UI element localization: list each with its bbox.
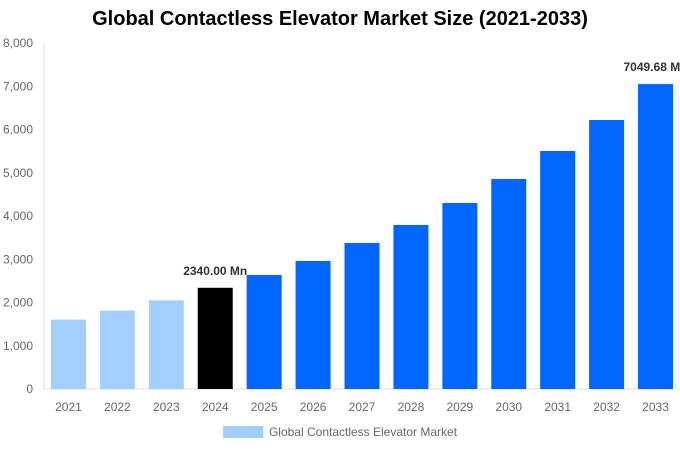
legend-swatch xyxy=(222,426,263,438)
data-label: 2340.00 Mn xyxy=(183,264,247,278)
x-tick-label: 2033 xyxy=(642,400,669,414)
bar-2022 xyxy=(99,310,135,389)
x-tick-label: 2027 xyxy=(349,400,376,414)
y-tick-label: 3,000 xyxy=(3,252,33,266)
bar-2027 xyxy=(344,242,380,389)
y-tick-label: 5,000 xyxy=(3,166,33,180)
y-tick-label: 0 xyxy=(26,382,33,396)
y-tick-label: 8,000 xyxy=(3,36,33,50)
x-tick-label: 2031 xyxy=(544,400,571,414)
legend-label: Global Contactless Elevator Market xyxy=(268,425,458,439)
y-tick-label: 1,000 xyxy=(3,339,33,353)
chart-title: Global Contactless Elevator Market Size … xyxy=(92,8,588,30)
x-tick-label: 2028 xyxy=(398,400,425,414)
bar-2025 xyxy=(246,274,282,389)
bar-2024 xyxy=(197,287,233,389)
x-tick-label: 2032 xyxy=(593,400,620,414)
bar-2021 xyxy=(50,319,86,389)
y-tick-label: 7,000 xyxy=(3,79,33,93)
bar-2032 xyxy=(589,119,625,390)
x-tick-label: 2026 xyxy=(300,400,327,414)
y-tick-label: 6,000 xyxy=(3,123,33,137)
x-tick-label: 2021 xyxy=(55,400,82,414)
x-tick-label: 2022 xyxy=(104,400,131,414)
bar-2026 xyxy=(295,260,331,389)
legend: Global Contactless Elevator Market xyxy=(0,425,680,439)
bar-2030 xyxy=(491,179,527,389)
bar-2033 xyxy=(638,84,674,389)
x-tick-label: 2029 xyxy=(446,400,473,414)
x-tick-label: 2025 xyxy=(251,400,278,414)
data-label: 7049.68 Mn xyxy=(624,60,680,74)
bar-2031 xyxy=(540,150,576,389)
bar-2029 xyxy=(442,203,478,389)
x-tick-label: 2030 xyxy=(495,400,522,414)
x-tick-label: 2023 xyxy=(153,400,180,414)
y-tick-label: 4,000 xyxy=(3,209,33,223)
bar-2023 xyxy=(148,300,184,389)
y-tick-label: 2,000 xyxy=(3,296,33,310)
x-tick-label: 2024 xyxy=(202,400,229,414)
bar-2028 xyxy=(393,224,429,389)
